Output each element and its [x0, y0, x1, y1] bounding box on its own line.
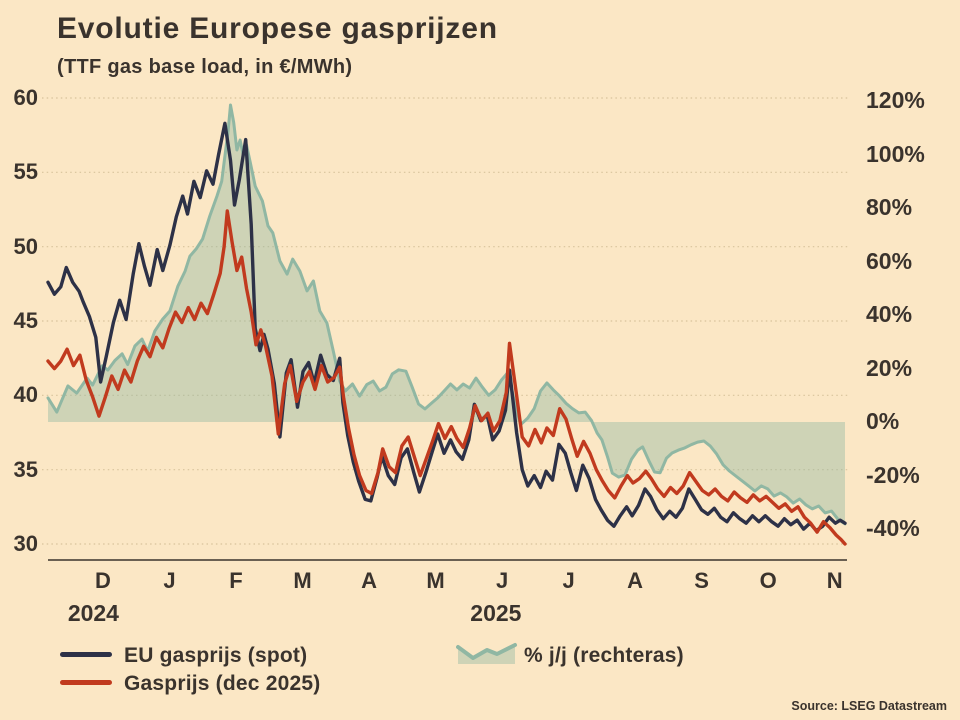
left-axis-tick: 40	[13, 382, 38, 408]
right-axis-tick: 0%	[866, 408, 900, 434]
yoy-line	[46, 103, 847, 526]
source-note: Source: LSEG Datastream	[791, 699, 947, 713]
right-axis-tick: -40%	[866, 515, 920, 541]
left-axis-tick: 50	[13, 233, 38, 259]
left-axis-tick: 30	[13, 531, 38, 556]
legend-yoy-area-swatch	[456, 643, 517, 664]
right-axis-tick: 20%	[866, 354, 913, 381]
left-axis-tick: 55	[13, 159, 38, 185]
month-label: M	[293, 568, 312, 593]
legend-yoy-label: % j/j (rechteras)	[524, 644, 684, 667]
left-axis-tick: 45	[13, 308, 38, 333]
spot-price-line	[46, 121, 847, 533]
legend-dec2025-label: Gasprijs (dec 2025)	[124, 672, 321, 695]
legend-spot-label: EU gasprijs (spot)	[124, 644, 308, 667]
year-label: 2024	[67, 600, 119, 626]
chart-title: Evolutie Europese gasprijzen	[57, 12, 498, 45]
left-axis-tick: 35	[13, 456, 38, 482]
month-label: A	[361, 568, 377, 593]
year-label: 2025	[470, 600, 522, 626]
month-label: O	[759, 568, 777, 593]
right-axis-tick: 40%	[866, 301, 913, 327]
month-label: D	[95, 568, 111, 593]
gas-price-line-chart	[42, 97, 848, 561]
legend-spot-line-swatch	[60, 652, 112, 657]
month-label: J	[562, 568, 575, 593]
month-label: J	[163, 568, 176, 593]
month-label: F	[229, 568, 243, 593]
right-axis-tick: 100%	[866, 140, 925, 167]
dec2025-price-line	[46, 209, 847, 546]
month-label: S	[694, 568, 709, 593]
month-label: M	[426, 568, 445, 593]
right-axis-tick: 120%	[866, 87, 925, 113]
month-label: J	[495, 568, 509, 593]
chart-subtitle: (TTF gas base load, in €/MWh)	[57, 56, 353, 78]
right-axis-tick: -20%	[866, 461, 920, 488]
month-label: A	[627, 568, 644, 593]
month-label: N	[826, 568, 843, 593]
legend-dec2025-line-swatch	[60, 680, 112, 685]
right-axis-tick: 60%	[866, 247, 913, 274]
left-axis-tick: 60	[13, 85, 38, 110]
right-axis-tick: 80%	[866, 194, 913, 220]
yoy-area-fill	[48, 105, 845, 524]
